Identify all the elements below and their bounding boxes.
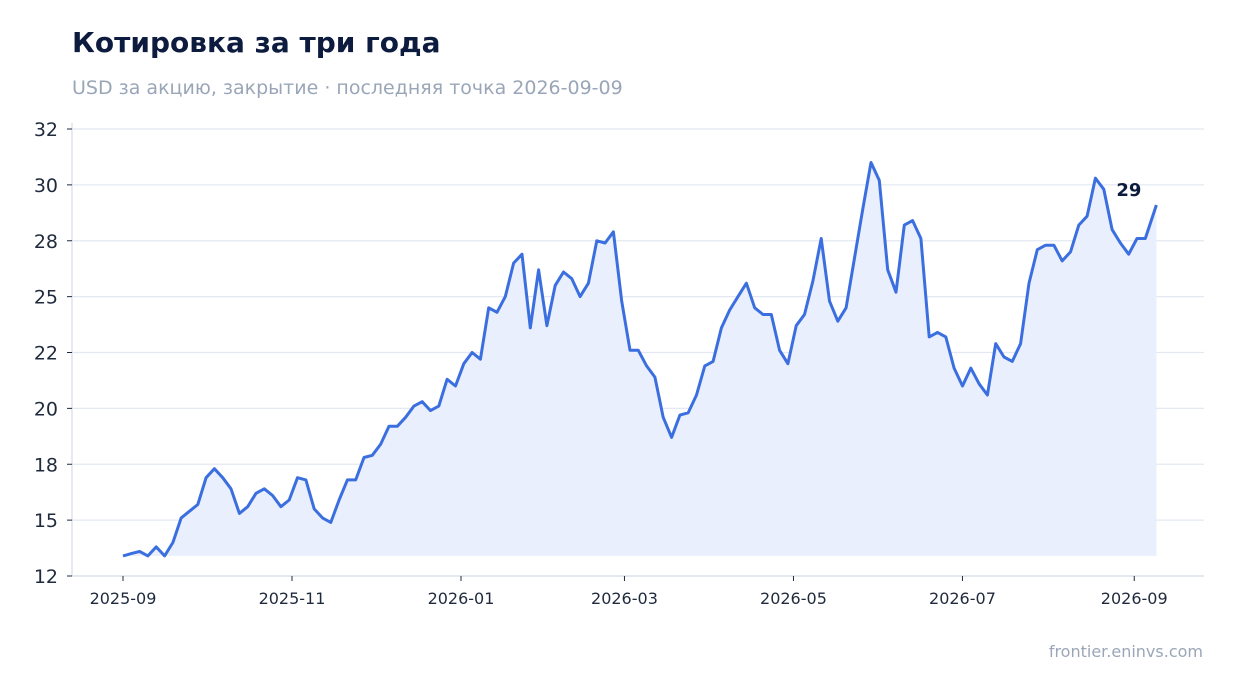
y-tick-label: 30 (34, 175, 58, 197)
x-tick-label: 2026-05 (760, 589, 827, 608)
source-label: frontier.eninvs.com (1048, 642, 1203, 661)
x-axis-ticks: 2025-09 2025-11 2026-01 2026-03 2026-05 2026-… (90, 576, 1168, 608)
price-line (122, 161, 1158, 558)
chart-title: Котировка за три года (72, 26, 441, 59)
y-tick-label: 22 (34, 343, 58, 365)
chart-subtitle: USD за акцию, закрытие · последняя точка… (72, 77, 623, 99)
y-tick-label: 20 (34, 398, 58, 420)
x-tick-label: 2025-11 (259, 589, 326, 608)
x-tick-label: 2026-03 (591, 589, 658, 608)
axes (71, 123, 1204, 577)
x-tick-label: 2026-09 (1101, 589, 1168, 608)
y-axis-ticks: 12 15 18 20 22 25 28 30 32 (34, 119, 72, 588)
last-value-label: 29 (1116, 180, 1141, 201)
y-tick-label: 32 (34, 119, 58, 141)
x-tick-label: 2026-07 (929, 589, 996, 608)
y-tick-label: 18 (34, 454, 58, 476)
price-area (123, 162, 1157, 556)
x-tick-label: 2025-09 (90, 589, 157, 608)
y-tick-label: 25 (34, 287, 58, 309)
y-tick-label: 15 (34, 510, 58, 532)
y-tick-label: 12 (34, 566, 58, 588)
y-tick-label: 28 (34, 231, 58, 253)
x-tick-label: 2026-01 (428, 589, 495, 608)
